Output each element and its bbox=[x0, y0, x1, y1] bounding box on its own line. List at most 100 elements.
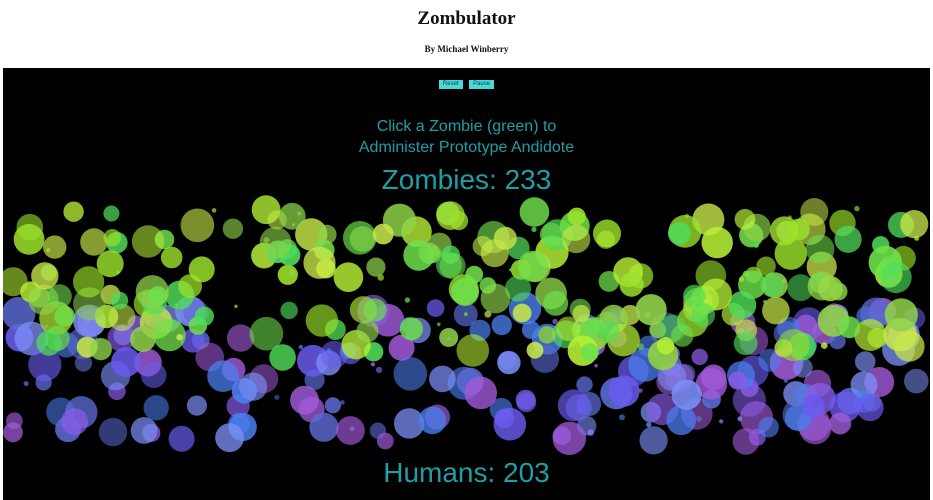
zombie-dot[interactable] bbox=[399, 317, 423, 341]
zombie-dot[interactable] bbox=[701, 226, 733, 259]
zombie-dot[interactable] bbox=[543, 290, 569, 316]
zombie-dot[interactable] bbox=[174, 303, 179, 308]
zombie-dot[interactable] bbox=[130, 326, 156, 352]
zombie-dot[interactable] bbox=[366, 257, 386, 277]
zombie-dot[interactable] bbox=[777, 329, 810, 362]
zombie-dot[interactable] bbox=[512, 303, 532, 323]
pause-button[interactable]: Pause bbox=[469, 80, 495, 89]
zombie-dot[interactable] bbox=[567, 207, 586, 226]
zombie-dot[interactable] bbox=[80, 228, 108, 256]
zombie-dot[interactable] bbox=[103, 205, 120, 222]
zombie-dot[interactable] bbox=[160, 246, 183, 269]
zombie-dot[interactable] bbox=[884, 298, 918, 332]
zombie-dot[interactable] bbox=[89, 338, 112, 361]
zombie-dot[interactable] bbox=[54, 305, 76, 327]
zombie-dot[interactable] bbox=[519, 197, 550, 227]
zombie-dot[interactable] bbox=[484, 310, 492, 318]
zombie-dot[interactable] bbox=[572, 304, 590, 323]
zombie-dot[interactable] bbox=[493, 226, 517, 250]
zombie-dot[interactable] bbox=[734, 208, 756, 230]
zombie-dot[interactable] bbox=[251, 195, 281, 225]
zombie-dot[interactable] bbox=[834, 225, 862, 253]
zombie-dot[interactable] bbox=[480, 283, 511, 314]
zombie-dot[interactable] bbox=[424, 245, 442, 264]
zombie-dot[interactable] bbox=[249, 316, 284, 351]
zombie-dot[interactable] bbox=[829, 282, 848, 301]
zombie-dot[interactable] bbox=[667, 222, 691, 245]
reset-button[interactable]: Reset bbox=[438, 80, 463, 89]
zombie-dot[interactable] bbox=[472, 235, 493, 257]
zombie-dot[interactable] bbox=[234, 304, 238, 308]
zombie-dot[interactable] bbox=[805, 234, 835, 264]
zombie-dot[interactable] bbox=[734, 321, 738, 326]
zombie-dot[interactable] bbox=[464, 312, 468, 316]
zombie-dot[interactable] bbox=[900, 210, 929, 239]
zombie-dot[interactable] bbox=[303, 246, 336, 279]
zombie-dot[interactable] bbox=[700, 278, 732, 311]
zombie-dot[interactable] bbox=[148, 286, 168, 305]
zombie-dot[interactable] bbox=[96, 250, 124, 278]
zombie-dot[interactable] bbox=[517, 250, 550, 282]
zombie-dot[interactable] bbox=[178, 274, 203, 298]
zombie-dot[interactable] bbox=[372, 223, 394, 245]
zombie-dot[interactable] bbox=[449, 211, 469, 231]
zombie-dot[interactable] bbox=[504, 275, 532, 302]
zombie-dot[interactable] bbox=[333, 262, 364, 292]
zombie-dot[interactable] bbox=[180, 208, 215, 243]
zombie-dot[interactable] bbox=[222, 218, 244, 239]
zombie-dot[interactable] bbox=[637, 343, 645, 350]
zombie-dot[interactable] bbox=[691, 303, 716, 327]
zombie-dot[interactable] bbox=[343, 221, 377, 255]
zombie-dot[interactable] bbox=[46, 247, 51, 253]
zombie-dot[interactable] bbox=[561, 224, 591, 254]
zombie-dot[interactable] bbox=[778, 340, 783, 345]
zombie-dot[interactable] bbox=[288, 269, 296, 277]
zombie-dot[interactable] bbox=[854, 205, 860, 212]
zombie-dot[interactable] bbox=[211, 208, 217, 213]
zombie-dot[interactable] bbox=[753, 242, 759, 248]
zombie-dot[interactable] bbox=[47, 284, 72, 309]
zombie-dot[interactable] bbox=[619, 272, 644, 297]
zombie-dot[interactable] bbox=[728, 291, 757, 320]
zombie-dot[interactable] bbox=[36, 330, 62, 356]
zombie-dot[interactable] bbox=[635, 294, 667, 326]
zombie-dot[interactable] bbox=[269, 344, 296, 371]
zombie-dot[interactable] bbox=[526, 341, 544, 359]
zombie-dot[interactable] bbox=[509, 268, 513, 272]
zombie-dot[interactable] bbox=[763, 299, 767, 304]
zombie-dot[interactable] bbox=[656, 337, 675, 355]
zombie-dot[interactable] bbox=[437, 322, 441, 327]
entity-field[interactable] bbox=[3, 68, 930, 500]
zombie-dot[interactable] bbox=[280, 301, 298, 320]
zombies-layer[interactable] bbox=[3, 195, 929, 371]
zombie-dot[interactable] bbox=[277, 264, 298, 285]
zombie-dot[interactable] bbox=[150, 314, 167, 331]
zombie-dot[interactable] bbox=[73, 266, 105, 298]
zombie-dot[interactable] bbox=[738, 276, 745, 282]
zombie-dot[interactable] bbox=[893, 330, 925, 362]
zombie-dot[interactable] bbox=[31, 262, 59, 290]
zombie-dot[interactable] bbox=[787, 215, 792, 220]
zombie-dot[interactable] bbox=[596, 230, 616, 249]
zombie-dot[interactable] bbox=[756, 256, 776, 276]
zombie-dot[interactable] bbox=[838, 316, 861, 339]
zombie-dot[interactable] bbox=[787, 274, 814, 302]
zombie-dot[interactable] bbox=[305, 304, 339, 337]
zombie-dot[interactable] bbox=[762, 296, 790, 325]
zombie-dot[interactable] bbox=[671, 324, 694, 347]
zombie-dot[interactable] bbox=[821, 342, 828, 349]
zombie-dot[interactable] bbox=[403, 240, 435, 271]
zombie-dot[interactable] bbox=[782, 279, 786, 283]
zombie-dot[interactable] bbox=[103, 229, 122, 247]
zombie-dot[interactable] bbox=[439, 252, 466, 279]
zombie-dot[interactable] bbox=[774, 237, 807, 270]
zombie-dot[interactable] bbox=[788, 218, 810, 241]
simulation-canvas[interactable]: Reset Pause Click a Zombie (green) to Ad… bbox=[3, 68, 930, 500]
zombie-dot[interactable] bbox=[63, 201, 84, 222]
zombie-dot[interactable] bbox=[597, 321, 620, 344]
zombie-dot[interactable] bbox=[465, 265, 484, 284]
zombie-dot[interactable] bbox=[259, 226, 292, 259]
zombie-dot[interactable] bbox=[854, 319, 887, 351]
zombie-dot[interactable] bbox=[580, 343, 599, 362]
zombie-dot[interactable] bbox=[363, 298, 387, 322]
